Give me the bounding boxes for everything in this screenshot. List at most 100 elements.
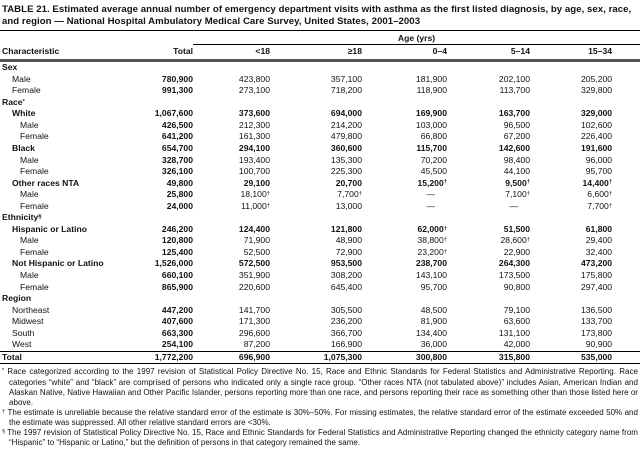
value-cell: 15,200† [417,177,447,188]
value-cell: 226,400 [580,131,613,142]
value-cell: 660,100 [161,270,193,281]
row-label: Sex [2,62,18,73]
value-cell [362,61,447,74]
value-cell: 696,900 [193,350,270,365]
value-cell: 1,772,200 [140,350,193,365]
value-cell: 780,900 [161,73,193,84]
row-label: Hispanic or Latino [12,223,87,234]
value-cell: 328,700 [161,154,193,165]
value-cell: 357,100 [330,73,362,84]
value-cell: 48,500 [420,304,447,315]
value-cell [362,212,447,224]
value-cell: 25,800 [166,189,193,200]
value-cell: 329,000 [580,108,613,119]
value-cell [447,97,530,109]
value-cell: 81,900 [420,316,447,327]
row-label: Male [20,119,39,130]
value-cell: 102,600 [580,119,613,130]
value-cell: 124,400 [238,223,270,234]
value-cell: 95,700 [585,166,613,177]
table-row: Female 991,300 273,100 718,200 118,900 113,70… [0,85,640,97]
table-row: Male 25,800 18,100† 7,700† — 7,100† 6,600† [0,189,640,201]
value-cell: 236,200 [330,316,362,327]
value-cell [530,97,640,109]
value-cell [140,61,193,74]
value-cell [447,212,530,224]
value-cell: 308,200 [330,270,362,281]
value-cell: 426,500 [161,119,193,130]
value-cell: 29,400 [585,235,613,246]
value-cell: 991,300 [161,85,193,96]
age-group-row: Age (yrs) [0,31,640,46]
row-label: Total [0,350,140,365]
value-cell: 28,600† [500,235,530,246]
table-row: West 254,100 87,200 166,900 36,000 42,000 90,9… [0,339,640,351]
row-label: West [12,339,32,350]
value-cell: 202,100 [498,73,530,84]
value-cell: 48,900 [335,235,362,246]
table-row: Other races NTA 49,800 29,100 20,700 15,200†… [0,178,640,190]
value-cell: 95,700 [420,281,447,292]
value-cell: 535,000 [530,350,640,365]
value-cell: 90,900 [585,339,613,350]
table-row: Northeast 447,200 141,700 305,500 48,500 79,1… [0,305,640,317]
value-cell: 173,800 [580,327,613,338]
value-cell: 191,600 [580,143,613,154]
table-row: Hispanic or Latino 246,200 124,400 121,800 6… [0,224,640,236]
value-cell: 67,200 [503,131,530,142]
table-row: Sex [0,61,640,74]
value-cell: 407,600 [161,316,193,327]
age-group-header: Age (yrs) [193,31,640,46]
value-cell: 296,600 [238,327,270,338]
value-cell: 171,300 [238,316,270,327]
value-cell [530,61,640,74]
value-cell: — [426,189,435,200]
value-cell [140,212,193,224]
value-cell: 9,500† [505,177,530,188]
value-cell: 113,700 [499,85,530,96]
value-cell [270,293,362,305]
table-row: Female 641,200 161,300 479,800 66,800 67,200 2… [0,131,640,143]
value-cell: 423,800 [238,73,270,84]
table-row: White 1,067,600 373,600 694,000 169,900 163,7… [0,108,640,120]
value-cell: 118,900 [416,85,447,96]
row-label: South [12,327,35,338]
value-cell: 212,300 [238,119,270,130]
value-cell: 51,500 [503,223,530,234]
value-cell [140,293,193,305]
value-cell: 953,500 [330,258,362,269]
value-cell [193,61,270,74]
value-cell: 205,200 [580,73,613,84]
value-cell: 63,600 [503,316,530,327]
table-row: Male 328,700 193,400 135,300 70,200 98,400 96,… [0,155,640,167]
value-cell: 133,700 [580,316,613,327]
value-cell: — [509,200,518,211]
row-label: Male [20,270,39,281]
col-header-under18: <18 [193,44,270,63]
header-spacer [0,31,193,45]
table-row: Total 1,772,200 696,900 1,075,300 300,800 315… [0,350,640,365]
value-cell: 7,700† [337,189,362,200]
table-row: Region [0,293,640,305]
value-cell: 264,300 [498,258,530,269]
value-cell: 38,800† [417,235,447,246]
footnote: † The estimate is unreliable because the… [2,407,638,427]
value-cell [530,293,640,305]
value-cell: 366,700 [330,327,362,338]
footnote-marker: * [2,368,5,375]
value-cell: 246,200 [161,223,193,234]
value-cell: 29,100 [243,177,270,188]
value-cell: 161,300 [238,131,270,142]
column-header-row: Characteristic Total <18 ≥18 0–4 5–14 15… [0,44,640,63]
value-cell: 136,500 [580,304,613,315]
row-label: Race* [2,96,25,107]
value-cell: 373,600 [238,108,270,119]
row-label: Female [20,131,49,142]
value-cell: 166,900 [330,339,362,350]
table-row: Male 780,900 423,800 357,100 181,900 202,100 2… [0,74,640,86]
row-label: Male [12,73,31,84]
value-cell: 125,400 [161,246,193,257]
value-cell: 294,100 [238,143,270,154]
row-label: Ethnicity§ [2,212,42,223]
table-row: South 663,300 296,600 366,700 134,400 131,100… [0,328,640,340]
